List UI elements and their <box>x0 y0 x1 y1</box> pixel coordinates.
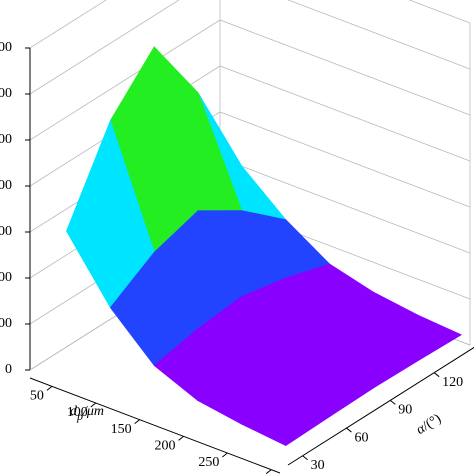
z-tick-label: 400 <box>0 178 12 193</box>
y-tick <box>433 372 440 378</box>
x-tick <box>134 419 140 425</box>
x-axis-label: dp/μm <box>70 404 104 423</box>
y-tick-label: 60 <box>354 430 368 445</box>
x-tick <box>222 452 228 458</box>
x-tick-label: 250 <box>198 455 219 470</box>
x-tick-label: 200 <box>155 439 176 454</box>
z-tick-label: 0 <box>5 362 12 377</box>
z-tick-label: 200 <box>0 270 12 285</box>
y-tick <box>346 427 352 433</box>
y-tick <box>302 455 308 461</box>
x-label-unit: /μm <box>82 404 104 419</box>
x-tick-label: 300 <box>242 472 263 474</box>
x-tick <box>46 385 53 391</box>
y-axis <box>287 346 474 466</box>
y-tick-label: 30 <box>311 458 325 473</box>
z-tick-label: 500 <box>0 132 12 147</box>
z-tick-label: 600 <box>0 86 12 101</box>
x-axis <box>29 377 281 474</box>
x-label-sub: p <box>76 409 83 423</box>
y-tick-label: 120 <box>442 375 463 390</box>
x-tick <box>265 469 272 474</box>
z-tick-label: 300 <box>0 224 12 239</box>
z-tick-label: 100 <box>0 316 12 331</box>
x-tick-label: 150 <box>111 422 132 437</box>
x-tick <box>90 402 97 408</box>
y-tick <box>389 399 396 405</box>
x-tick-label: 100 <box>67 405 88 420</box>
grid-line <box>29 0 471 95</box>
z-tick-label: 700 <box>0 40 12 55</box>
x-tick <box>178 435 184 441</box>
surface-patch <box>241 393 331 446</box>
grid-line <box>29 19 471 141</box>
x-tick-label: 50 <box>30 389 44 404</box>
x-label-main: d <box>70 404 78 419</box>
y-tick-label: 90 <box>398 403 412 418</box>
y-axis-label: α/(°) <box>414 411 444 438</box>
grid-line <box>29 0 471 49</box>
